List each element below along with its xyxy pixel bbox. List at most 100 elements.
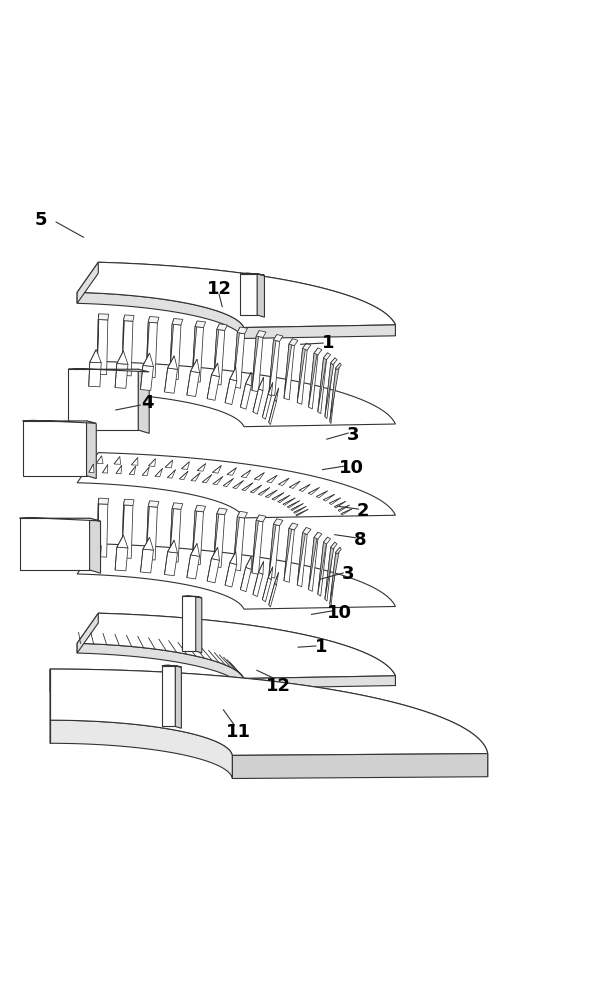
Polygon shape (314, 348, 322, 355)
Polygon shape (336, 363, 342, 370)
Polygon shape (89, 546, 101, 569)
Polygon shape (341, 509, 353, 515)
Polygon shape (330, 368, 337, 424)
Polygon shape (299, 484, 310, 490)
Text: 2: 2 (357, 502, 370, 520)
Polygon shape (191, 473, 200, 481)
Polygon shape (165, 460, 173, 467)
Polygon shape (284, 523, 293, 581)
Polygon shape (258, 561, 263, 574)
Polygon shape (169, 508, 181, 562)
Polygon shape (167, 356, 177, 369)
Polygon shape (213, 476, 223, 484)
Polygon shape (289, 481, 300, 488)
Polygon shape (148, 317, 159, 323)
Polygon shape (302, 527, 311, 534)
Polygon shape (233, 480, 244, 489)
Text: 1: 1 (315, 638, 327, 656)
Polygon shape (318, 537, 327, 594)
Polygon shape (279, 478, 289, 485)
Polygon shape (242, 483, 253, 490)
Polygon shape (122, 315, 125, 375)
Polygon shape (287, 501, 300, 508)
Polygon shape (244, 325, 395, 338)
Polygon shape (258, 487, 270, 495)
Polygon shape (117, 351, 123, 364)
Polygon shape (334, 501, 346, 507)
Polygon shape (129, 466, 136, 475)
Polygon shape (50, 669, 488, 755)
Polygon shape (97, 314, 99, 374)
Polygon shape (180, 471, 188, 480)
Polygon shape (97, 456, 101, 463)
Polygon shape (251, 485, 262, 493)
Polygon shape (103, 464, 108, 473)
Polygon shape (297, 343, 306, 403)
Polygon shape (316, 491, 327, 498)
Polygon shape (308, 487, 320, 493)
Polygon shape (90, 349, 96, 362)
Polygon shape (77, 613, 395, 678)
Polygon shape (240, 567, 251, 592)
Polygon shape (324, 353, 331, 360)
Polygon shape (146, 317, 150, 377)
Polygon shape (269, 399, 276, 425)
Polygon shape (191, 473, 200, 481)
Polygon shape (87, 421, 97, 479)
Polygon shape (283, 498, 295, 505)
Polygon shape (68, 369, 149, 372)
Polygon shape (329, 498, 341, 505)
Polygon shape (167, 540, 174, 552)
Polygon shape (233, 517, 244, 571)
Polygon shape (268, 382, 273, 396)
Text: 12: 12 (207, 280, 232, 298)
Polygon shape (223, 478, 233, 486)
Polygon shape (90, 534, 96, 546)
Polygon shape (289, 481, 300, 487)
Polygon shape (262, 577, 271, 602)
Polygon shape (146, 501, 150, 559)
Polygon shape (309, 348, 318, 407)
Text: 10: 10 (326, 604, 351, 622)
Polygon shape (251, 485, 262, 492)
Polygon shape (275, 572, 279, 585)
Polygon shape (267, 475, 277, 483)
Polygon shape (284, 344, 295, 400)
Polygon shape (207, 559, 211, 581)
Polygon shape (268, 567, 273, 580)
Polygon shape (244, 676, 395, 688)
Polygon shape (141, 365, 153, 390)
Polygon shape (77, 262, 395, 328)
Polygon shape (227, 468, 236, 475)
Polygon shape (117, 535, 128, 548)
Polygon shape (314, 532, 322, 539)
Polygon shape (89, 546, 90, 569)
Polygon shape (162, 665, 181, 667)
Polygon shape (291, 503, 304, 510)
Polygon shape (323, 494, 335, 501)
Polygon shape (122, 321, 133, 376)
Polygon shape (77, 613, 98, 653)
Polygon shape (246, 372, 251, 384)
Polygon shape (116, 465, 122, 474)
Polygon shape (192, 505, 197, 564)
Polygon shape (268, 567, 273, 577)
Polygon shape (196, 596, 202, 653)
Polygon shape (275, 388, 279, 402)
Polygon shape (330, 547, 340, 604)
Polygon shape (90, 534, 101, 546)
Polygon shape (272, 493, 284, 500)
Polygon shape (122, 505, 133, 558)
Text: 5: 5 (35, 211, 47, 229)
Polygon shape (237, 511, 247, 518)
Polygon shape (211, 363, 219, 377)
Polygon shape (241, 470, 251, 477)
Polygon shape (195, 505, 206, 512)
Polygon shape (338, 505, 349, 510)
Polygon shape (325, 358, 335, 417)
Polygon shape (202, 474, 212, 483)
Polygon shape (169, 324, 181, 380)
Polygon shape (272, 493, 284, 499)
Polygon shape (117, 351, 128, 364)
Polygon shape (254, 473, 265, 479)
